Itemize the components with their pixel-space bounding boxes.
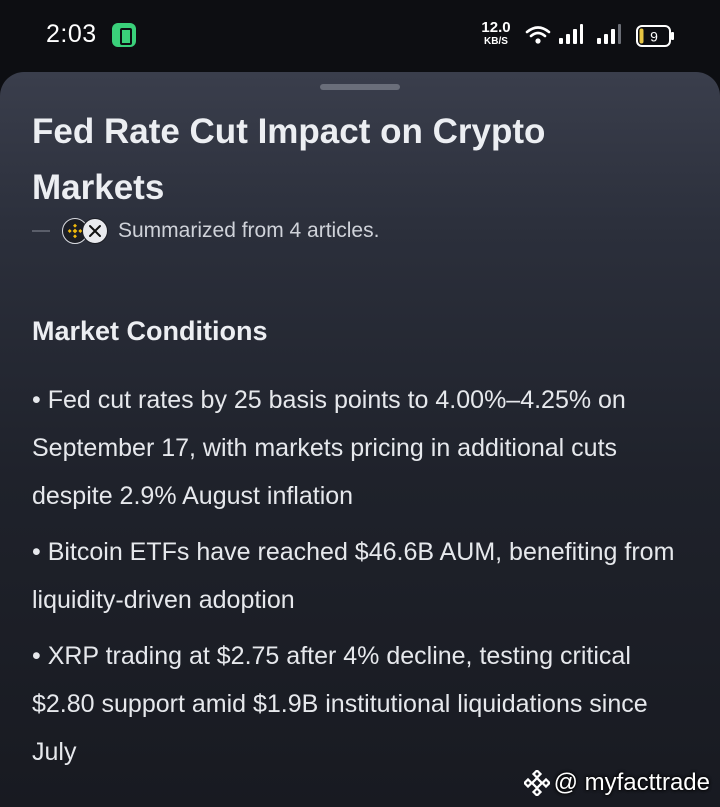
- battery-icon: 9: [636, 25, 674, 47]
- network-speed-unit: KB/S: [484, 36, 508, 47]
- signal-icon: [597, 24, 621, 44]
- section-heading: Market Conditions: [32, 316, 268, 346]
- status-time: 2:03: [46, 20, 97, 48]
- drag-handle[interactable]: [320, 84, 400, 90]
- wifi-icon: [525, 26, 551, 44]
- watermark-handle: @ myfacttrade: [553, 769, 710, 796]
- list-item: • Bitcoin ETFs have reached $46.6B AUM, …: [32, 538, 675, 614]
- bullet-list: • Fed cut rates by 25 basis points to 4.…: [32, 376, 697, 784]
- source-summary: Summarized from 4 articles.: [118, 219, 380, 242]
- network-speed: 12.0 KB/S: [478, 20, 514, 47]
- source-row[interactable]: Summarized from 4 articles.: [32, 217, 379, 245]
- status-bar: 2:03 12.0 KB/S 9: [0, 0, 720, 72]
- list-item: • Fed cut rates by 25 basis points to 4.…: [32, 386, 626, 510]
- watermark: @ myfacttrade: [523, 769, 710, 797]
- network-speed-value: 12.0: [481, 19, 511, 36]
- summary-sheet[interactable]: Fed Rate Cut Impact on Crypto Markets: [0, 72, 720, 807]
- article-title: Fed Rate Cut Impact on Crypto Markets: [32, 112, 546, 207]
- list-item: • XRP trading at $2.75 after 4% decline,…: [32, 642, 648, 766]
- battery-level: 9: [650, 29, 658, 45]
- divider: [32, 230, 50, 232]
- x-icon: [82, 218, 108, 244]
- source-icons: [62, 218, 108, 244]
- signal-icon: [559, 24, 583, 44]
- binance-logo-icon: [523, 770, 550, 796]
- binance-icon: [62, 218, 88, 244]
- battery-saver-icon: [112, 23, 136, 47]
